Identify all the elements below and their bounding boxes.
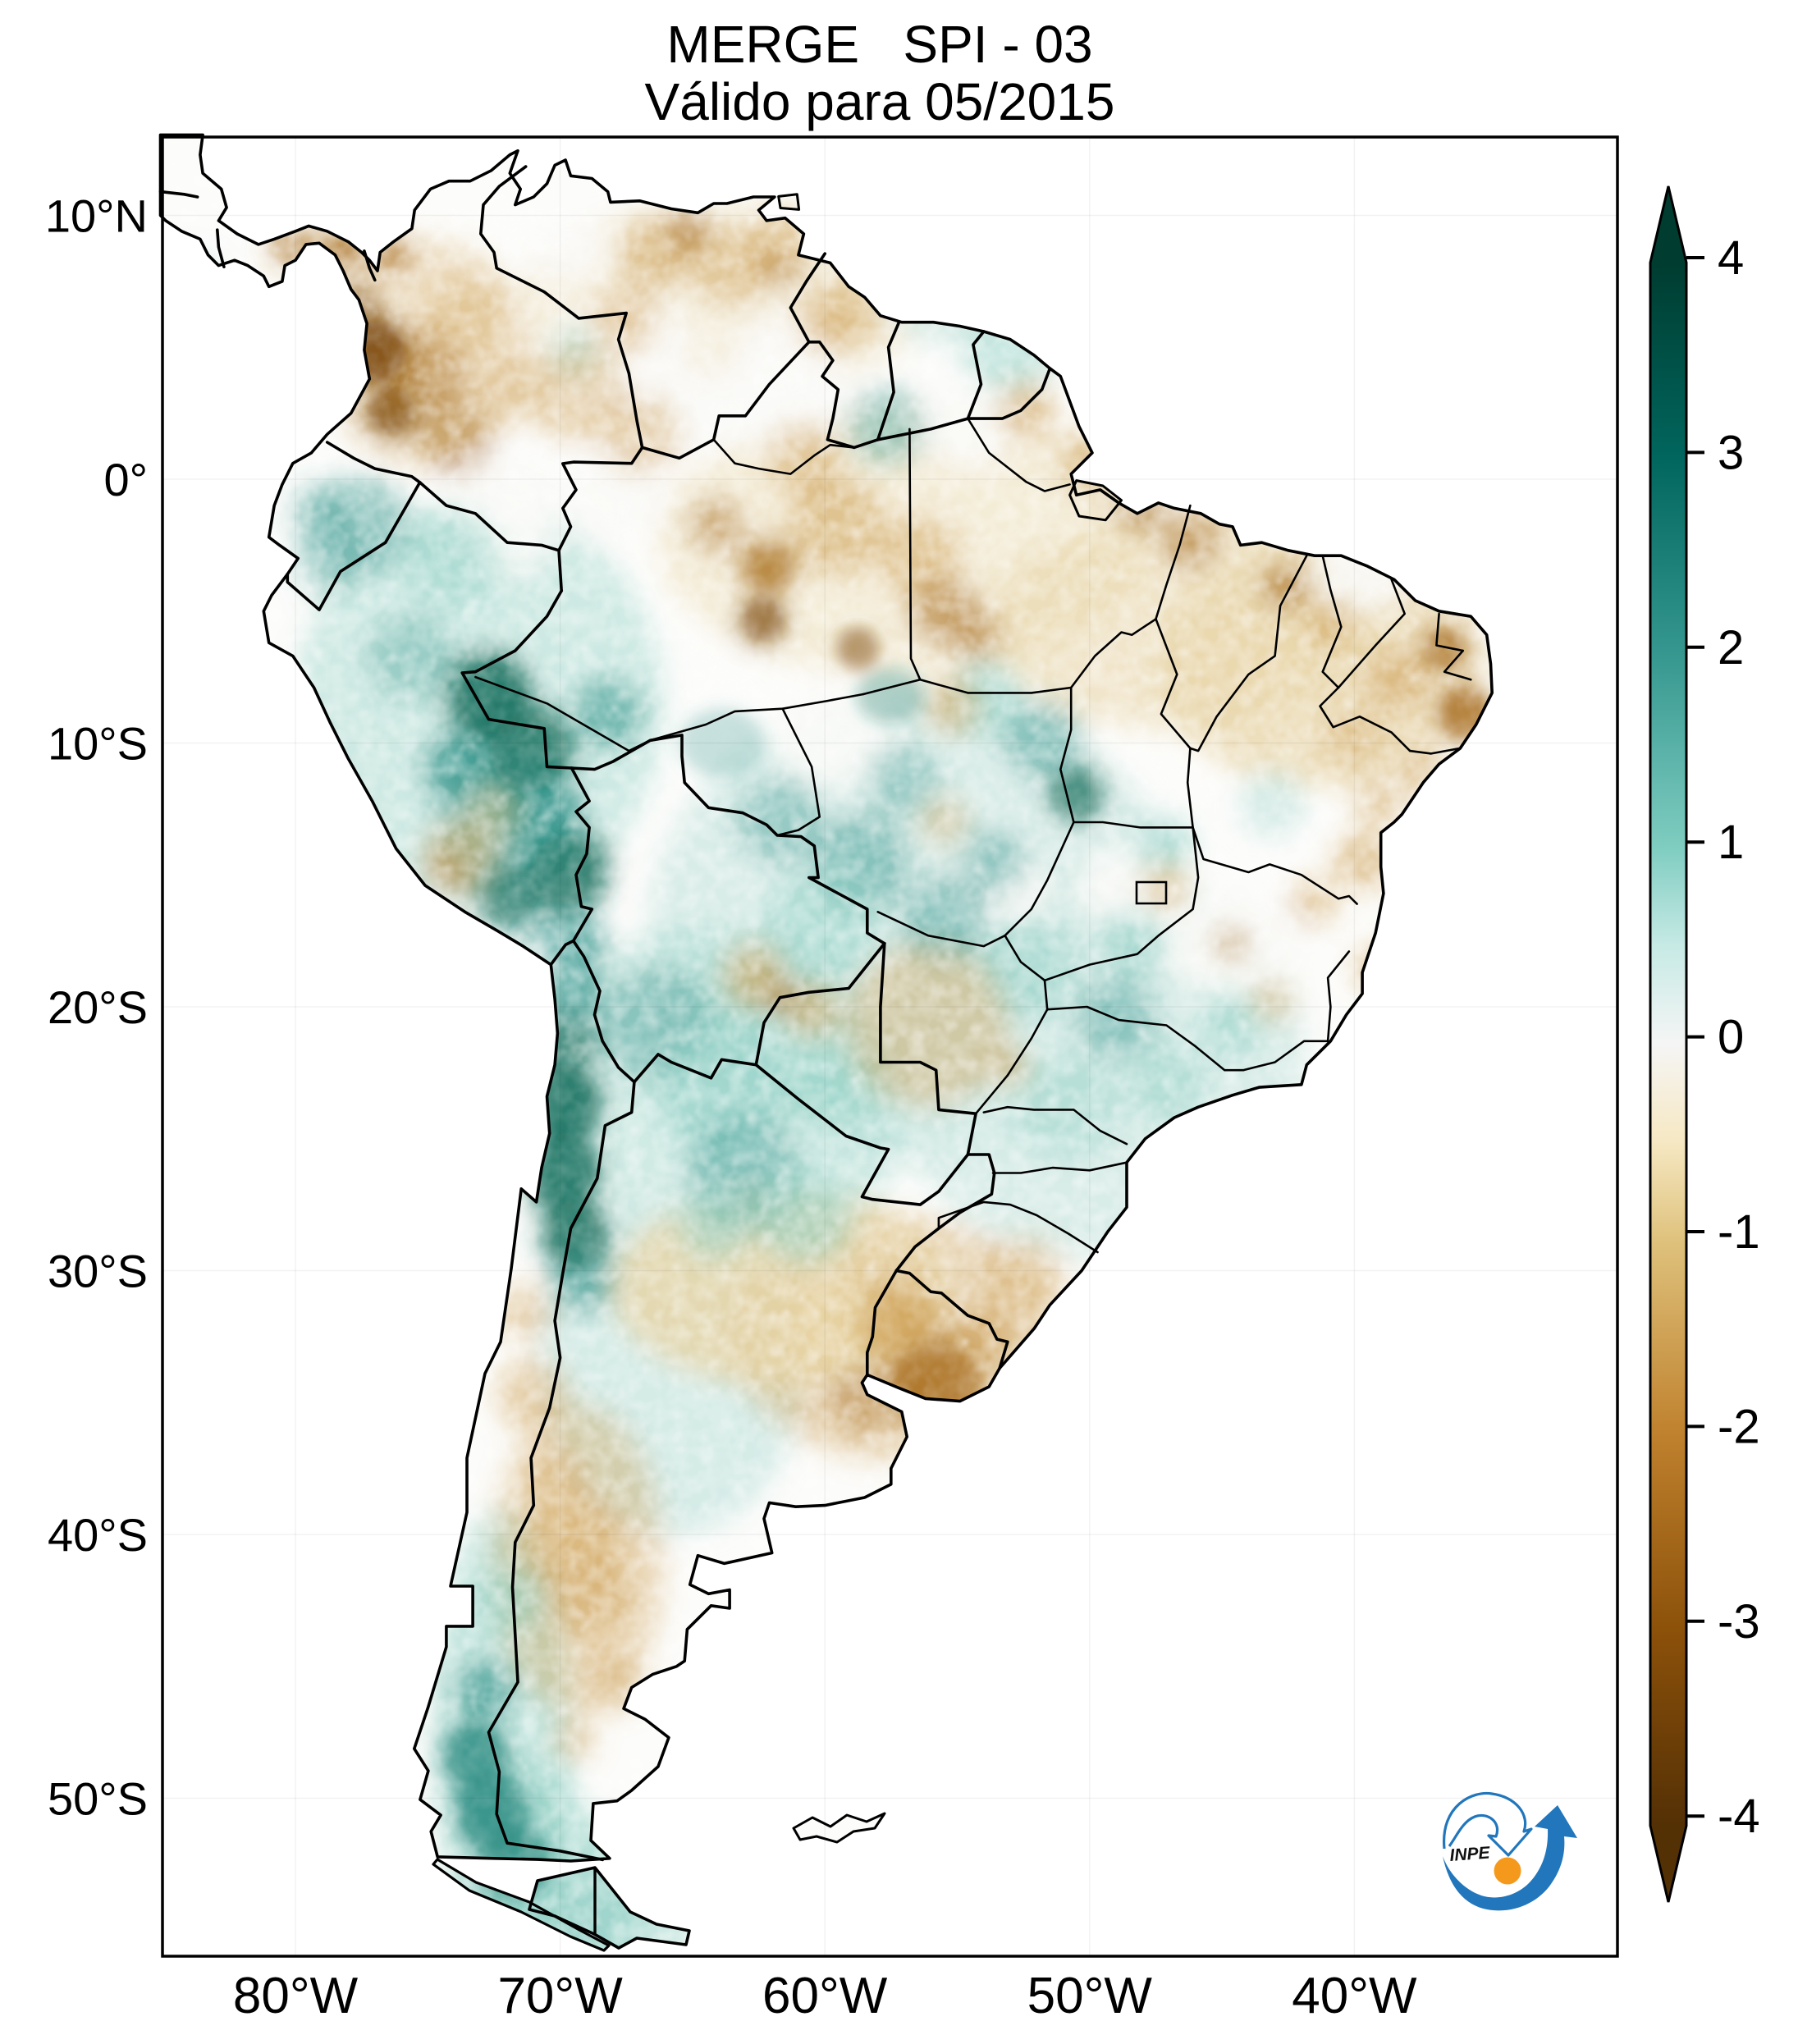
- svg-text:-1: -1: [1718, 1205, 1760, 1259]
- svg-text:70°W: 70°W: [497, 1968, 623, 2024]
- svg-text:30°S: 30°S: [48, 1246, 148, 1297]
- svg-text:10°S: 10°S: [48, 718, 148, 770]
- svg-text:2: 2: [1718, 621, 1744, 674]
- svg-text:0: 0: [1718, 1011, 1744, 1064]
- svg-text:INPE: INPE: [1449, 1844, 1491, 1865]
- svg-text:50°S: 50°S: [48, 1773, 148, 1825]
- svg-text:MERGE SPI - 03: MERGE SPI - 03: [666, 15, 1092, 74]
- svg-text:40°W: 40°W: [1292, 1968, 1417, 2024]
- svg-text:10°N: 10°N: [45, 190, 148, 242]
- svg-text:20°S: 20°S: [48, 981, 148, 1033]
- svg-text:0°: 0°: [103, 454, 148, 505]
- svg-text:-4: -4: [1718, 1790, 1760, 1843]
- svg-text:3: 3: [1718, 426, 1744, 479]
- svg-text:-3: -3: [1718, 1595, 1760, 1648]
- svg-text:40°S: 40°S: [48, 1509, 148, 1561]
- svg-text:4: 4: [1718, 231, 1744, 285]
- svg-text:60°W: 60°W: [762, 1968, 888, 2024]
- svg-text:1: 1: [1718, 816, 1744, 869]
- svg-text:50°W: 50°W: [1027, 1968, 1153, 2024]
- svg-text:-2: -2: [1718, 1400, 1760, 1453]
- svg-text:Válido para 05/2015: Válido para 05/2015: [645, 72, 1115, 131]
- svg-text:80°W: 80°W: [233, 1968, 359, 2024]
